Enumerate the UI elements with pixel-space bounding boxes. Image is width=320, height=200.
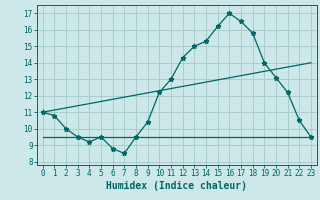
- X-axis label: Humidex (Indice chaleur): Humidex (Indice chaleur): [106, 181, 247, 191]
